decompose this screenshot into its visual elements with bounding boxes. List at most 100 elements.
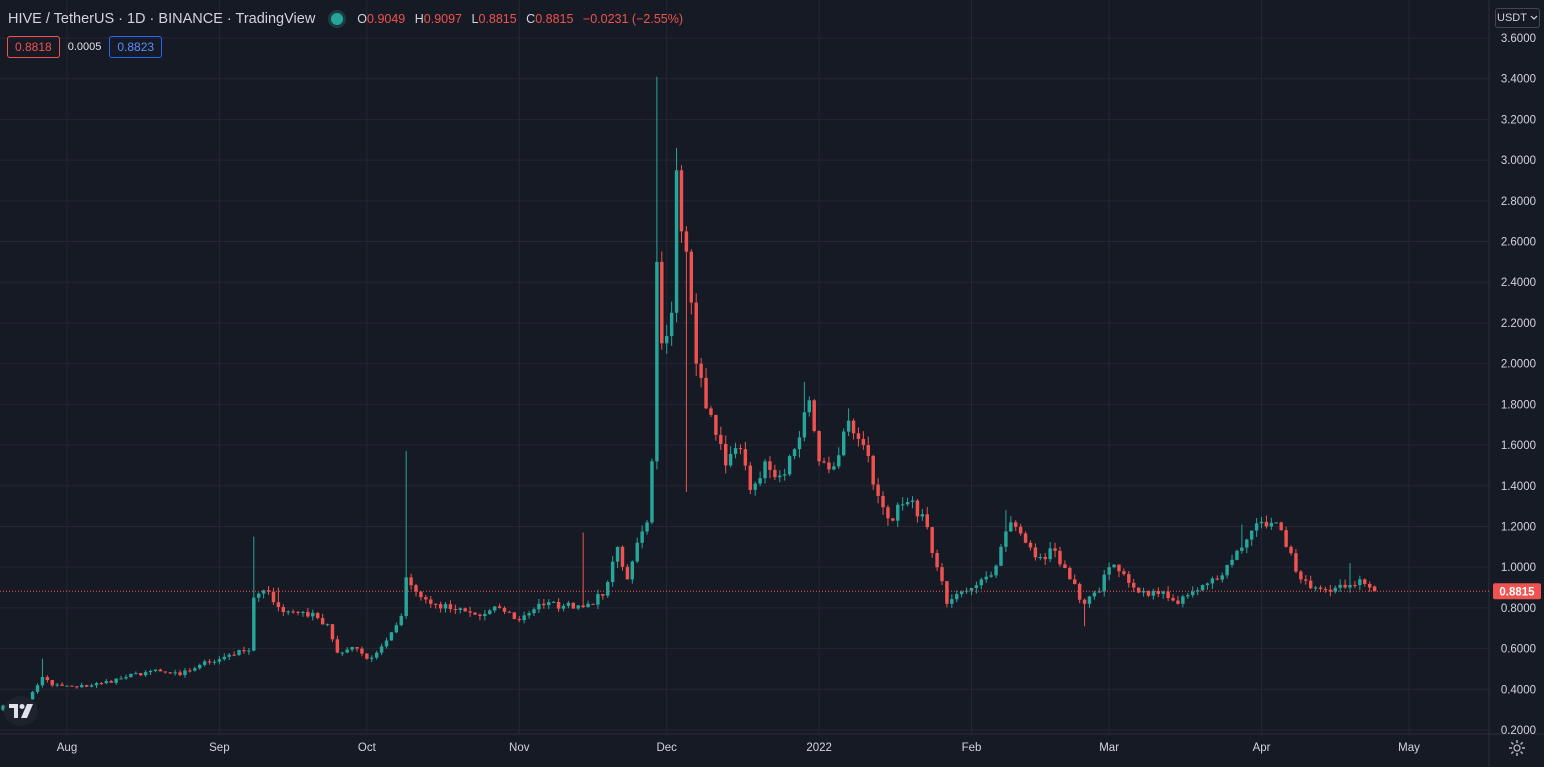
candle-body xyxy=(955,594,959,600)
candle xyxy=(782,468,787,481)
candle-body xyxy=(158,669,163,672)
candle-body xyxy=(237,650,241,655)
candle xyxy=(1151,588,1156,600)
y-tick-label: 3.0000 xyxy=(1501,155,1536,167)
candle-body xyxy=(30,691,35,700)
candle xyxy=(183,667,187,678)
candle-body xyxy=(315,612,320,619)
candle-body xyxy=(758,478,762,484)
candle xyxy=(876,478,880,504)
candle-body xyxy=(448,604,453,610)
candle xyxy=(891,518,895,522)
symbol-legend[interactable]: HIVE / TetherUS · 1D · BINANCE · Trading… xyxy=(8,9,683,29)
candle-body xyxy=(1245,539,1249,548)
candle-body xyxy=(886,507,890,519)
candle-body xyxy=(694,302,698,364)
candle-body xyxy=(1210,578,1215,584)
candle-body xyxy=(1028,542,1033,548)
candle-body xyxy=(596,594,600,605)
candle xyxy=(168,672,172,674)
candle xyxy=(655,76,659,470)
sell-price-button[interactable]: 0.8818 xyxy=(7,36,60,58)
candle xyxy=(65,685,69,687)
candle xyxy=(571,602,576,609)
candle-body xyxy=(792,449,797,457)
candle xyxy=(694,293,698,376)
x-tick-label: Oct xyxy=(358,742,377,754)
candle-body xyxy=(1235,550,1239,560)
candle-body xyxy=(497,606,502,608)
candle-body xyxy=(1053,548,1057,551)
candle-body xyxy=(296,611,300,613)
candle xyxy=(950,594,954,609)
time-axis[interactable]: Aug Sep Oct Nov Dec 2022 Feb Mar Apr May xyxy=(57,742,1420,754)
candle-body xyxy=(217,659,222,662)
candle-body xyxy=(773,469,777,478)
symbol-title[interactable]: HIVE / TetherUS · 1D · BINANCE · Trading… xyxy=(8,11,316,27)
candle-body xyxy=(1117,564,1121,572)
candle-body xyxy=(1014,522,1018,527)
price-axis[interactable]: 0.2000 0.4000 0.6000 0.8000 1.0000 1.2000 1.40… xyxy=(1501,33,1536,737)
candle xyxy=(1279,521,1283,531)
currency-selector-button[interactable]: USDT xyxy=(1495,8,1540,28)
candle-body xyxy=(134,673,138,675)
candle xyxy=(30,690,35,700)
candle-body xyxy=(704,377,708,409)
candle-body xyxy=(1348,584,1352,588)
candle-body xyxy=(453,609,458,611)
candle xyxy=(443,602,448,613)
candle xyxy=(1043,553,1047,565)
candle xyxy=(1068,566,1072,580)
candle xyxy=(979,577,984,590)
candle xyxy=(650,458,654,525)
candle xyxy=(920,509,925,521)
candle-body xyxy=(227,654,231,657)
candle-body xyxy=(1009,522,1013,532)
candle-body xyxy=(104,681,109,684)
candle xyxy=(1131,578,1136,592)
candle-body xyxy=(1156,590,1161,594)
candle xyxy=(1274,522,1278,524)
candle-body xyxy=(679,170,684,232)
candle xyxy=(252,536,256,652)
candle-body xyxy=(827,462,831,470)
candle-body xyxy=(419,591,423,598)
candle xyxy=(945,580,949,608)
candle xyxy=(915,499,920,523)
candle xyxy=(846,408,851,437)
candle-body xyxy=(925,514,929,528)
candle-body xyxy=(276,602,281,608)
candle-body xyxy=(119,678,123,680)
candle xyxy=(173,669,177,676)
candle-body xyxy=(684,231,689,252)
settings-gear-icon[interactable] xyxy=(1506,737,1528,759)
candle xyxy=(291,609,295,614)
y-tick-label: 2.4000 xyxy=(1501,277,1536,289)
candle-body xyxy=(488,610,492,614)
candle xyxy=(153,669,158,673)
candle-body xyxy=(94,683,99,686)
candle-body xyxy=(817,430,821,462)
candle-body xyxy=(1240,547,1244,551)
candle-body xyxy=(896,504,900,521)
candle xyxy=(561,603,566,612)
candle xyxy=(70,685,74,687)
candle-body xyxy=(202,661,207,665)
candle xyxy=(1186,592,1190,599)
candle xyxy=(1028,540,1033,551)
candle xyxy=(620,545,625,571)
candle xyxy=(502,606,507,615)
candle xyxy=(1348,563,1352,593)
candle xyxy=(748,462,753,495)
candle-body xyxy=(404,577,408,617)
candle-body xyxy=(1018,526,1023,534)
candle-body xyxy=(979,579,984,586)
candle-body xyxy=(615,546,620,562)
candle-body xyxy=(153,669,158,671)
buy-price-button[interactable]: 0.8823 xyxy=(109,36,163,58)
candle xyxy=(119,675,123,680)
candle xyxy=(158,668,163,672)
candle-body xyxy=(709,408,713,415)
tradingview-logo-icon[interactable] xyxy=(4,696,38,726)
